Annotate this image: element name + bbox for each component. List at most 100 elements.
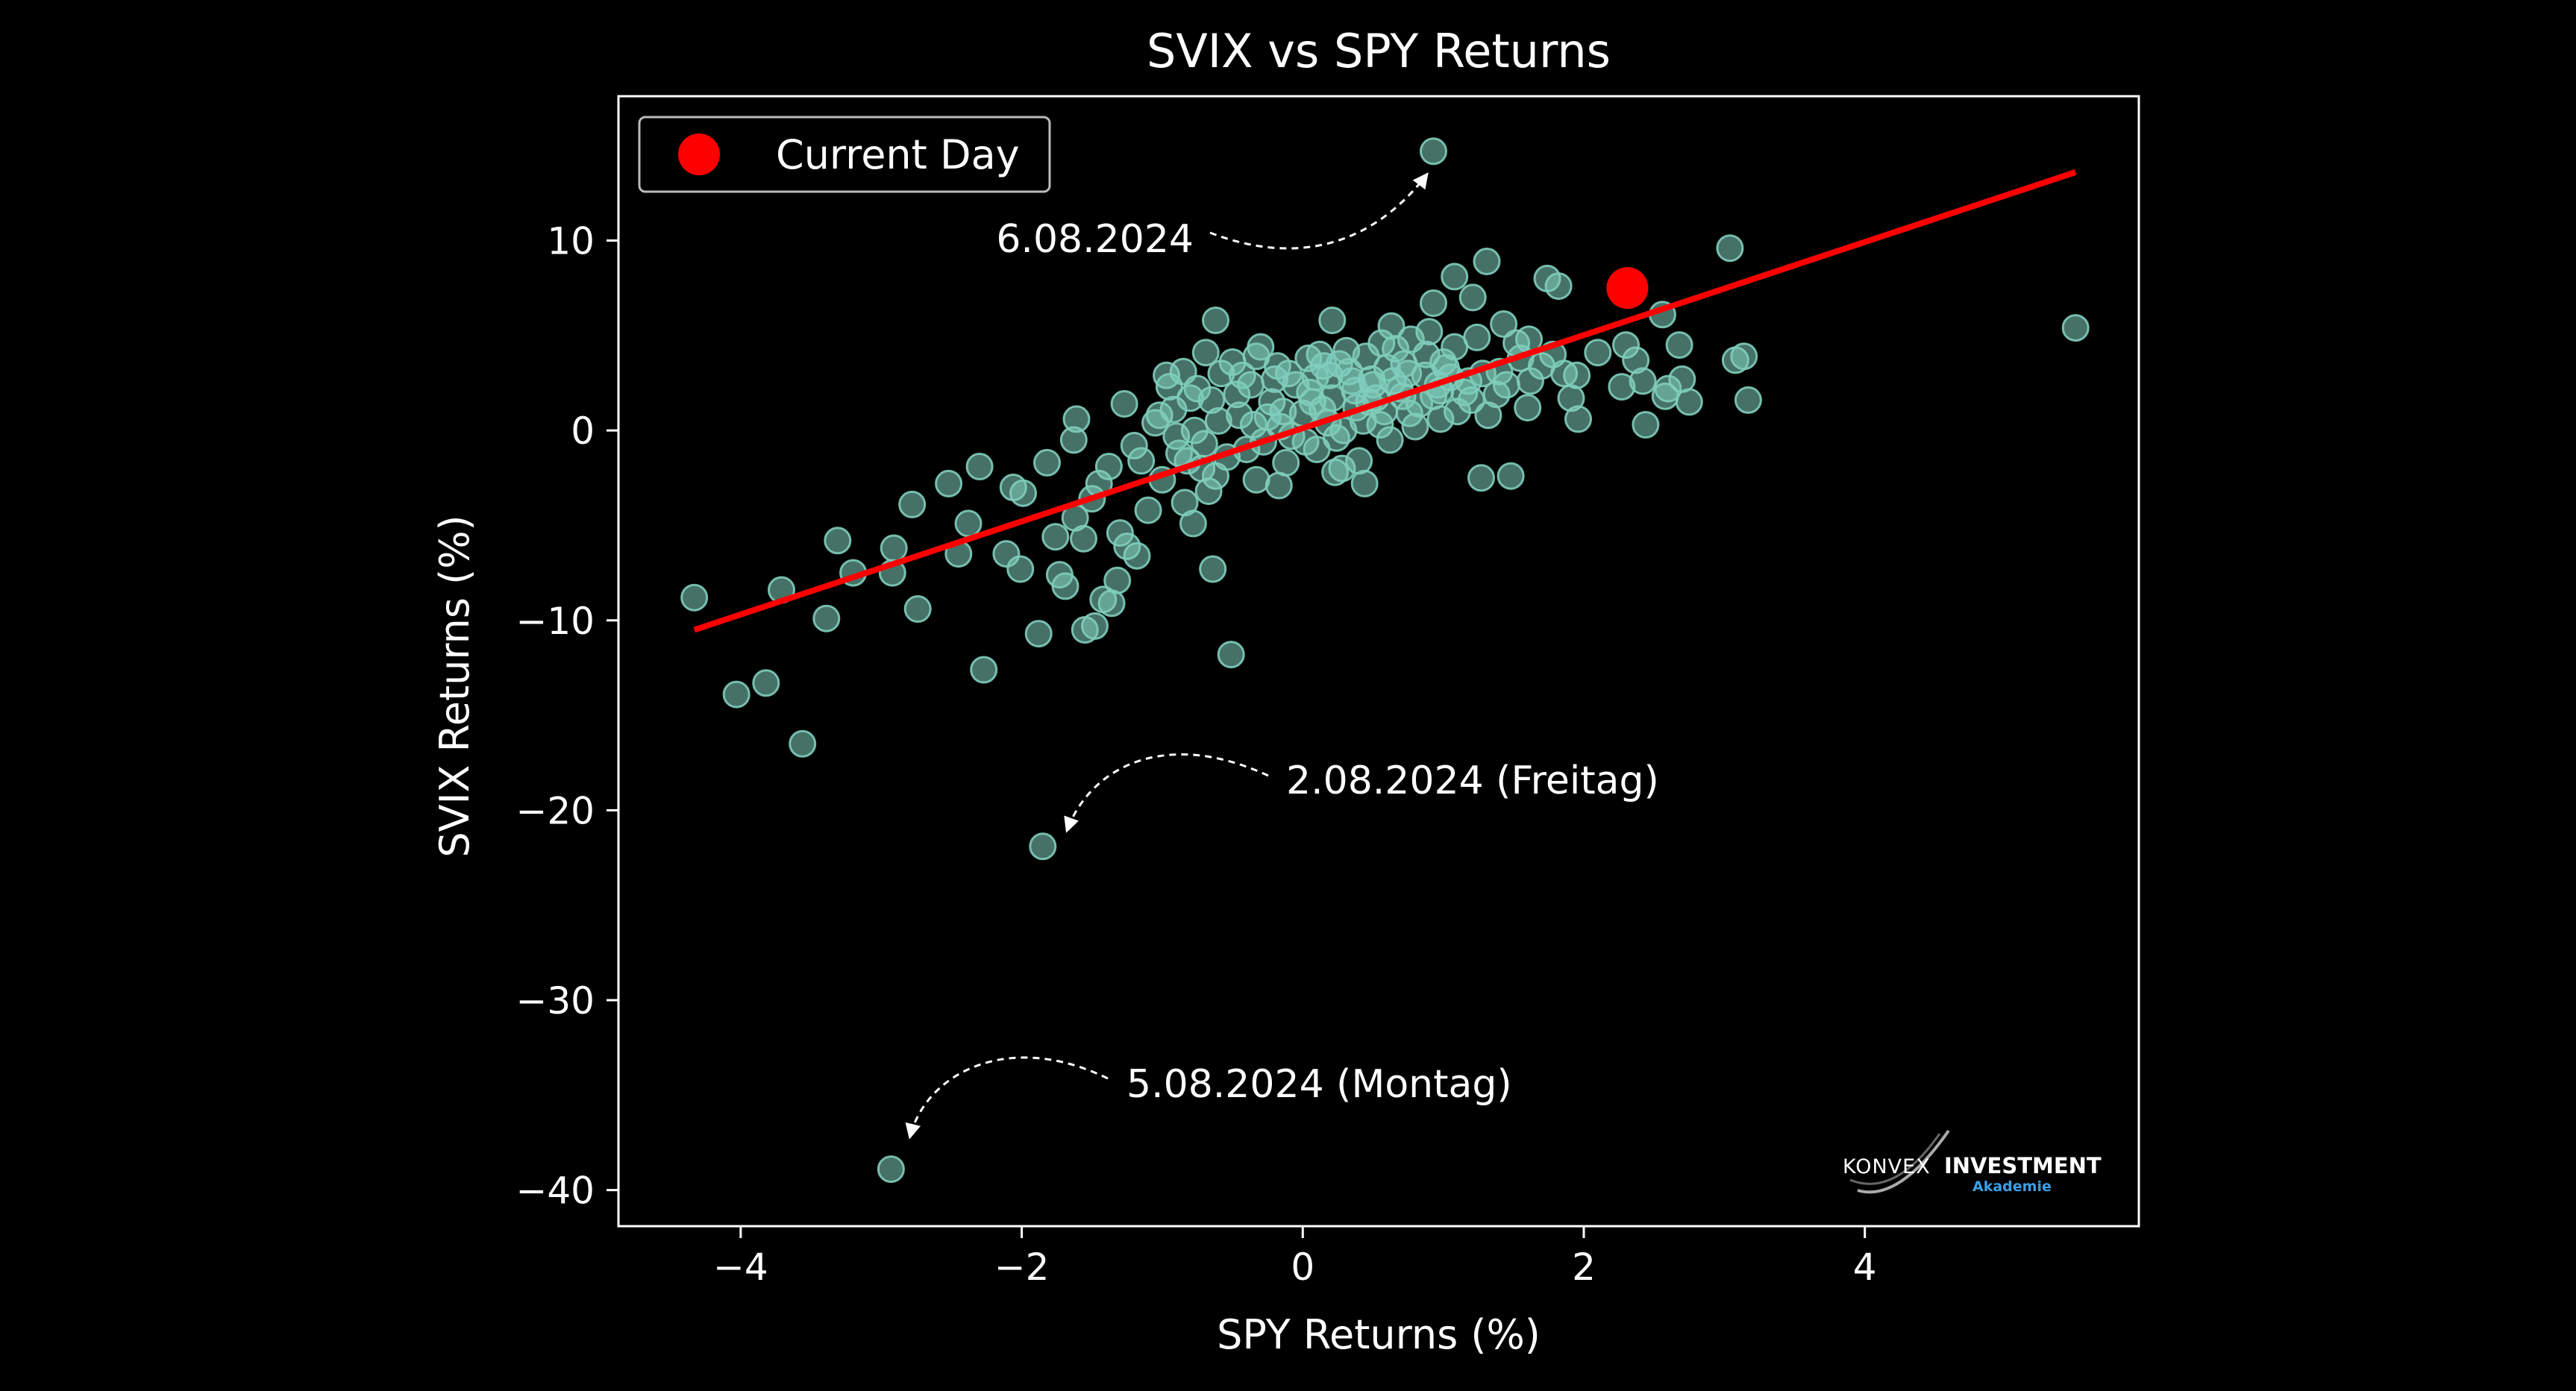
scatter-point [970,656,998,684]
scatter-point [1426,405,1455,433]
scatter-point [1033,448,1061,477]
scatter-point [1199,555,1227,583]
scatter-point [1202,307,1229,334]
y-tick-label: 0 [571,409,595,453]
x-tick-label: 2 [1572,1246,1596,1289]
scatter-point [1191,339,1220,367]
scatter-point [2061,314,2090,342]
scatter-point [1632,411,1660,439]
scatter-point [1263,352,1291,380]
scatter-point [954,509,983,538]
scatter-point [1301,363,1329,392]
scatter-point [880,534,908,562]
logo-investment-text: INVESTMENT [1944,1153,2102,1178]
scatter-point [1272,448,1300,477]
x-tick-label: −2 [994,1246,1050,1289]
scatter-point [1183,374,1212,403]
annotation-arrow [905,1056,1109,1140]
scatter-point [722,680,750,709]
logo-akademie-text: Akademie [1972,1178,2052,1195]
scatter-point [1467,464,1495,492]
scatter-point [1675,388,1703,416]
scatter-point [1730,342,1758,371]
scatter-point [1110,390,1138,418]
logo-konvex-text: KONVEX [1843,1155,1931,1178]
y-tick-label: −20 [515,789,595,832]
scatter-point [1352,342,1380,371]
scatter-points [680,137,2090,1184]
legend-label-current-day: Current Day [776,131,1020,178]
scatter-point [1024,620,1053,648]
scatter-point [1321,458,1350,486]
scatter-point [1473,248,1501,275]
scatter-point [877,1155,905,1184]
scatter-point [1420,289,1447,317]
scatter-point [1345,447,1373,475]
konvex-logo: KONVEX INVESTMENT Akademie [1843,1129,2102,1195]
scatter-point [1070,524,1097,553]
scatter-point [1162,422,1191,450]
x-axis-label: SPY Returns (%) [1217,1311,1541,1358]
scatter-point [1490,310,1518,338]
scatter-point [1318,307,1347,334]
scatter-point [1123,541,1151,570]
y-axis-label: SVIX Returns (%) [431,515,478,857]
scatter-point [1120,432,1148,459]
scatter-point [1563,361,1591,389]
scatter-point [1204,406,1232,435]
scatter-point [1665,331,1693,359]
y-tick-label: −30 [515,979,595,1023]
scatter-point [1265,471,1293,500]
scatter-point [1350,469,1379,497]
plot-frame [617,95,2140,1228]
regression-layer [693,169,2077,633]
scatter-point [812,604,841,632]
scatter-point [1051,572,1079,600]
scatter-point [1415,318,1444,346]
scatter-point [1401,412,1429,441]
scatter-point [1029,832,1057,861]
scatter-point [1497,462,1525,490]
y-tick-label: 10 [547,220,595,263]
scatter-point [1584,339,1612,367]
annotation-label: 6.08.2024 [996,217,1194,262]
scatter-point [965,453,994,480]
scatter-point [1006,555,1035,583]
scatter-point [903,595,932,623]
scatter-point [1081,612,1109,640]
annotation-arrow [1064,753,1269,833]
scatter-point [1153,361,1181,389]
annotations: 6.08.2024 2.08.2024 (Freitag) 5.08.2024 (M… [905,172,1659,1140]
scatter-point [1366,411,1394,439]
scatter-point [1382,335,1410,363]
x-tick-label: 0 [1291,1246,1314,1289]
scatter-point [1458,283,1487,312]
scatter-point [1318,384,1347,412]
scatter-point [1009,479,1037,507]
scatter-point [1171,489,1199,517]
scatter-point [1062,405,1091,433]
scatter-point [1217,641,1245,669]
scatter-point [935,469,963,497]
scatter-point [1482,380,1511,409]
scatter-point [1734,386,1762,414]
scatter-point [1218,348,1247,376]
scatter-point [824,527,852,555]
x-tick-label: −4 [713,1246,768,1289]
scatter-point [1269,398,1297,426]
y-tick-label: −10 [515,600,595,643]
scatter-point [752,669,780,697]
y-axis-ticks: −40 −30 −20 −10 0 10 [515,220,618,1213]
scatter-point [1420,137,1447,166]
current-day-point [1606,267,1649,310]
legend-marker-current-day [678,134,720,175]
scatter-point [1668,365,1696,393]
annotation-arrow [1209,172,1429,250]
scatter-point [1329,416,1358,445]
x-tick-label: 4 [1853,1246,1877,1289]
legend: Current Day [638,116,1051,193]
logo-swoosh [1857,1129,1950,1194]
scatter-point [789,729,817,758]
scatter-point [1097,589,1126,618]
